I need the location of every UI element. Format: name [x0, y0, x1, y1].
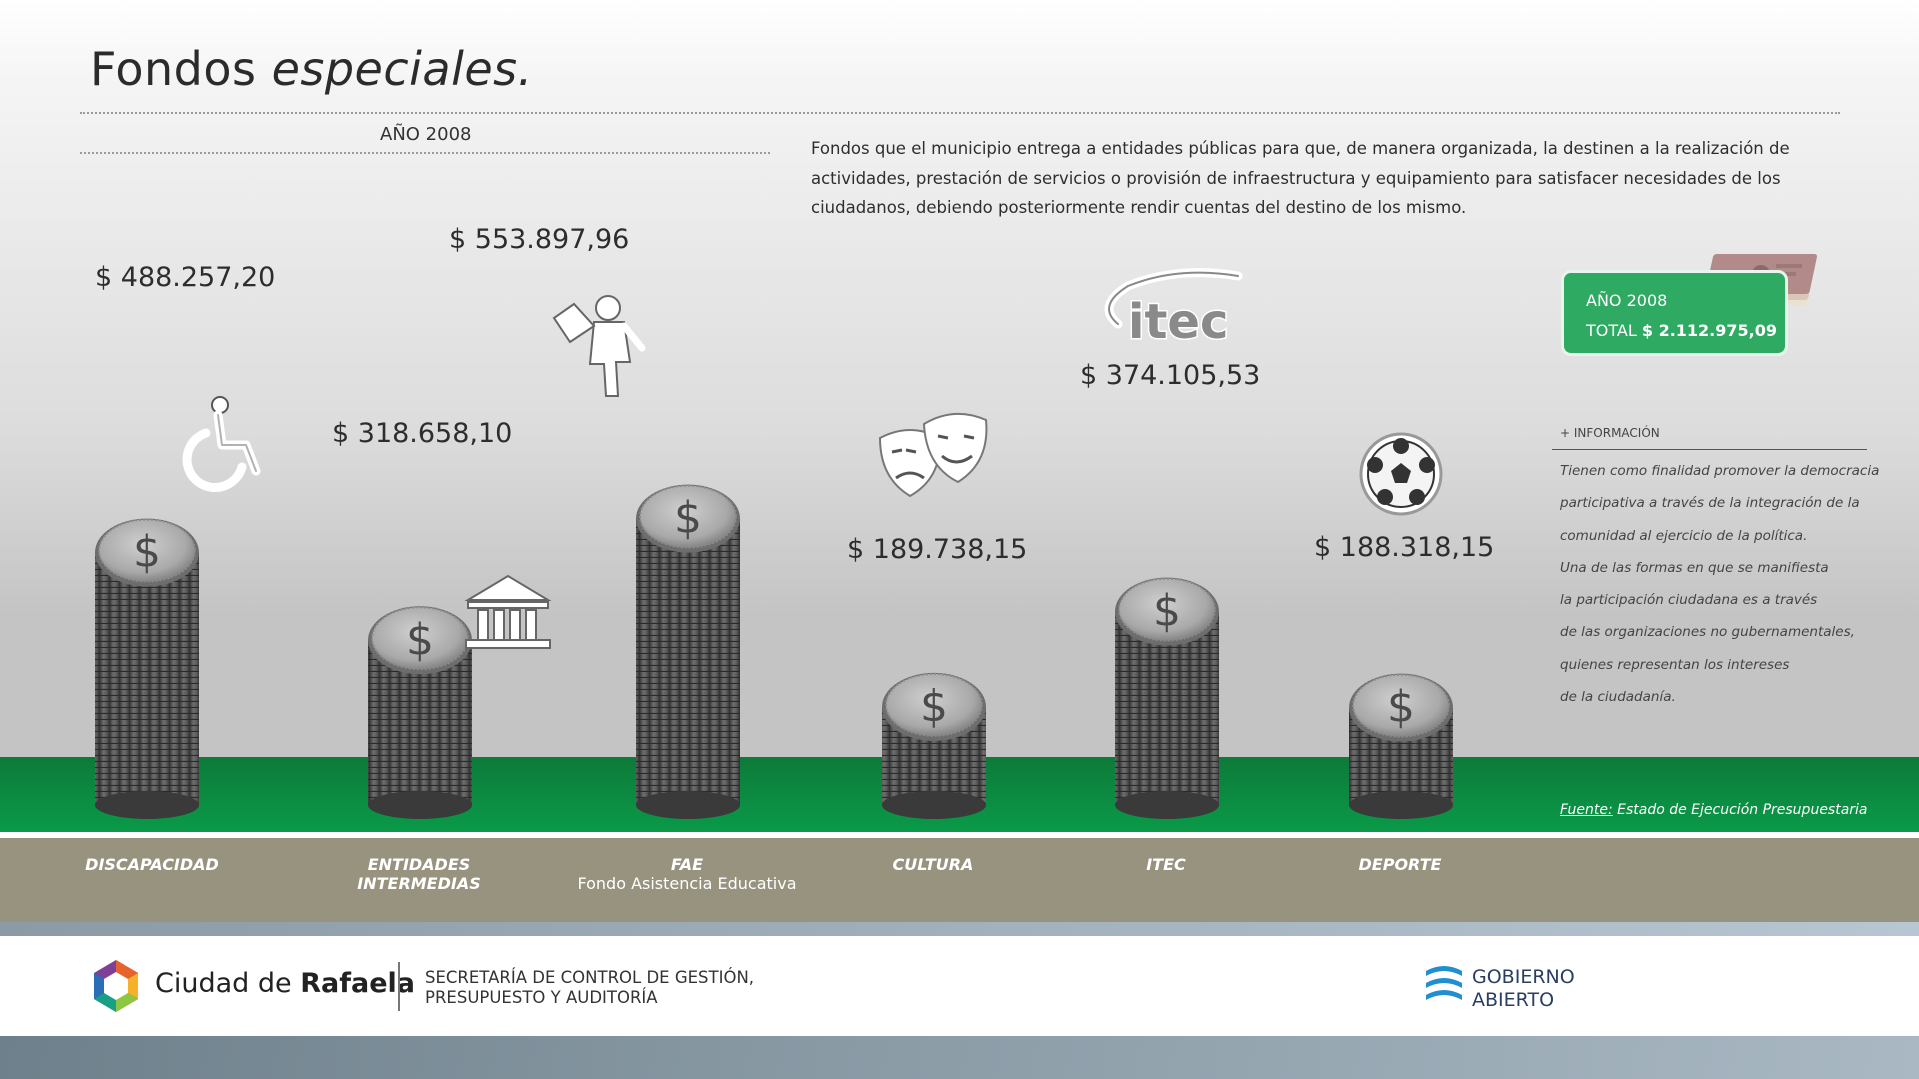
- city-plain: Ciudad de: [155, 968, 301, 999]
- coin-stack-entidades-intermedias: $: [368, 606, 472, 819]
- theater-masks-icon: [878, 412, 988, 498]
- gobierno-abierto-text: GOBIERNO ABIERTO: [1472, 966, 1575, 1012]
- total-amount: TOTAL $ 2.112.975,09: [1586, 321, 1777, 340]
- category-label-entidades: ENTIDADES INTERMEDIAS: [319, 855, 519, 893]
- category-line: CULTURA: [892, 855, 974, 874]
- info-line: de las organizaciones no gubernamentales…: [1560, 624, 1855, 641]
- category-line: ITEC: [1146, 855, 1186, 874]
- category-band: [0, 838, 1919, 922]
- info-line: Una de las formas en que se manifiesta: [1560, 559, 1829, 576]
- info-text: Tienen como finalidad promover la democr…: [1560, 455, 1890, 713]
- title-divider: [80, 112, 1840, 114]
- total-box: AÑO 2008 TOTAL $ 2.112.975,09: [1561, 270, 1788, 356]
- info-line: participativa a través de la integración…: [1560, 495, 1860, 512]
- institution-icon: [464, 574, 552, 649]
- chart-year-label: AÑO 2008: [380, 124, 472, 145]
- source-text: Estado de Ejecución Presupuestaria: [1612, 802, 1868, 818]
- coin-dollar-sign: $: [1153, 586, 1181, 637]
- category-line: DISCAPACIDAD: [85, 855, 219, 874]
- total-value: $ 2.112.975,09: [1641, 321, 1777, 340]
- title-italic: especiales.: [271, 42, 533, 96]
- secretaria-line2: PRESUPUESTO Y AUDITORÍA: [425, 988, 658, 1007]
- coin-stack-cultura: $: [882, 672, 986, 819]
- value-label-deporte: $ 188.318,15: [1314, 532, 1495, 563]
- coin-dollar-sign: $: [674, 493, 702, 544]
- category-line: INTERMEDIAS: [357, 874, 481, 893]
- coin-stack-itec: $: [1115, 577, 1219, 819]
- coin-dollar-sign: $: [920, 681, 948, 732]
- wheelchair-icon: [182, 396, 261, 492]
- band-strip: [0, 922, 1919, 936]
- value-label-fae: $ 553.897,96: [449, 224, 630, 255]
- category-label-discapacidad: DISCAPACIDAD: [52, 855, 252, 874]
- itec-logo-text: itec: [1128, 294, 1228, 350]
- footer: [0, 936, 1919, 1036]
- gob-line1: GOBIERNO: [1472, 966, 1575, 988]
- description-text: Fondos que el municipio entrega a entida…: [811, 139, 1790, 217]
- category-label-cultura: CULTURA: [833, 855, 1033, 874]
- gobierno-abierto-icon: [1426, 966, 1462, 1000]
- category-line: FAE: [670, 855, 704, 874]
- total-year: AÑO 2008: [1586, 291, 1668, 310]
- value-label-itec: $ 374.105,53: [1080, 360, 1261, 391]
- coin-dollar-sign: $: [1387, 682, 1415, 733]
- category-label-fae: FAE Fondo Asistencia Educativa: [537, 855, 837, 893]
- source-label: Fuente:: [1560, 802, 1613, 818]
- soccer-ball-icon: [1359, 432, 1443, 516]
- ground-line: [0, 832, 1919, 838]
- secretaria-line1: SECRETARÍA DE CONTROL DE GESTIÓN,: [425, 968, 755, 987]
- category-label-deporte: DEPORTE: [1300, 855, 1500, 874]
- info-line: quienes representan los intereses: [1560, 656, 1790, 673]
- info-line: comunidad al ejercicio de la política.: [1560, 527, 1808, 544]
- year-divider: [80, 152, 770, 154]
- city-name: Ciudad de Rafaela: [155, 968, 415, 999]
- info-line: de la ciudadanía.: [1560, 689, 1676, 706]
- student-icon: [552, 295, 646, 397]
- category-label-itec: ITEC: [1066, 855, 1266, 874]
- info-divider: [1552, 449, 1867, 450]
- city-bold: Rafaela: [300, 968, 415, 999]
- title-plain: Fondos: [90, 42, 272, 96]
- footer-separator: [398, 962, 400, 1011]
- category-line: DEPORTE: [1358, 855, 1442, 874]
- itec-logo: itec: [1104, 268, 1243, 352]
- total-label: TOTAL: [1586, 321, 1637, 340]
- coin-dollar-sign: $: [133, 527, 161, 578]
- bottom-bar: [0, 1036, 1919, 1079]
- page-title: Fondos especiales.: [90, 42, 533, 96]
- category-line: ENTIDADES: [367, 855, 471, 874]
- coin-stack-fae: $: [636, 484, 740, 819]
- info-line: Tienen como finalidad promover la democr…: [1560, 463, 1880, 479]
- coin-stack-deporte: $: [1349, 673, 1453, 819]
- secretaria-text: SECRETARÍA DE CONTROL DE GESTIÓN, PRESUPU…: [425, 968, 754, 1008]
- coin-dollar-sign: $: [406, 614, 434, 665]
- category-subtitle: Fondo Asistencia Educativa: [577, 874, 797, 893]
- value-label-entidades: $ 318.658,10: [332, 418, 513, 449]
- value-label-cultura: $ 189.738,15: [847, 534, 1028, 565]
- coin-stack-discapacidad: $: [95, 518, 199, 819]
- info-heading: + INFORMACIÓN: [1560, 426, 1660, 440]
- source-note: Fuente: Estado de Ejecución Presupuestar…: [1560, 802, 1868, 818]
- value-label-discapacidad: $ 488.257,20: [95, 262, 276, 293]
- rafaela-logo-icon: [94, 960, 138, 1012]
- info-line: la participación ciudadana es a través: [1560, 592, 1818, 609]
- gob-line2: ABIERTO: [1472, 989, 1555, 1011]
